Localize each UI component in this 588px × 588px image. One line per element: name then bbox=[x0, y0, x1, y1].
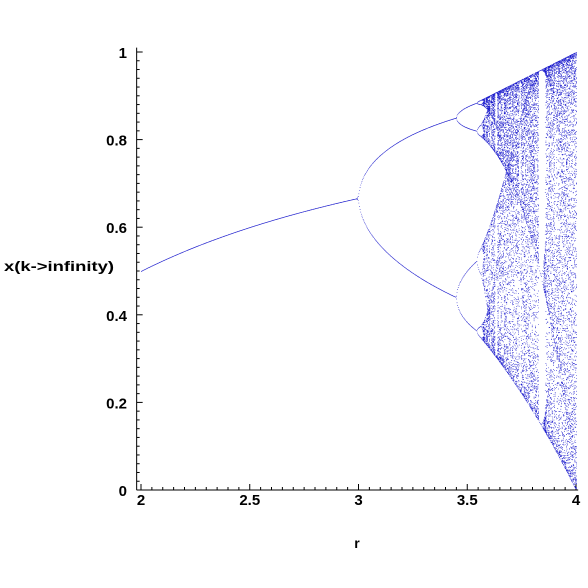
x-tick-label: 4 bbox=[572, 492, 581, 509]
y-tick-label: 0.4 bbox=[106, 308, 128, 325]
axis-ticks bbox=[136, 51, 577, 491]
x-tick-label: 2 bbox=[137, 492, 145, 509]
x-axis-title: r bbox=[354, 535, 360, 551]
x-tick-label: 2.5 bbox=[239, 492, 260, 509]
x-tick-label: 3.5 bbox=[457, 492, 478, 509]
y-tick-label: 0.6 bbox=[106, 220, 127, 237]
x-tick-label: 3 bbox=[354, 492, 362, 509]
bifurcation-series bbox=[141, 52, 577, 490]
y-tick-labels: 0 0.2 0.4 0.6 0.8 1 bbox=[106, 45, 128, 500]
bifurcation-points bbox=[141, 52, 577, 490]
y-tick-label: 1 bbox=[119, 45, 127, 62]
y-axis-title: x(k->infinity) bbox=[4, 258, 114, 274]
y-tick-label: 0 bbox=[119, 483, 127, 500]
y-tick-label: 0.8 bbox=[106, 133, 127, 150]
y-tick-label: 0.2 bbox=[106, 395, 127, 412]
x-tick-labels: 2 2.5 3 3.5 4 bbox=[137, 492, 581, 509]
